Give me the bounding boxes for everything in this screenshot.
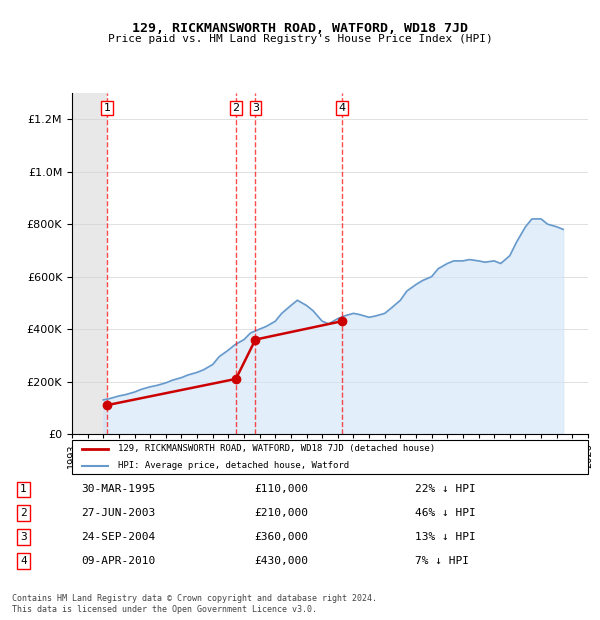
Text: 46% ↓ HPI: 46% ↓ HPI (415, 508, 476, 518)
Text: £110,000: £110,000 (254, 484, 308, 494)
Text: 7% ↓ HPI: 7% ↓ HPI (415, 556, 469, 566)
Text: £360,000: £360,000 (254, 532, 308, 542)
Text: 13% ↓ HPI: 13% ↓ HPI (415, 532, 476, 542)
Text: HPI: Average price, detached house, Watford: HPI: Average price, detached house, Watf… (118, 461, 350, 471)
FancyBboxPatch shape (72, 440, 588, 474)
Bar (72, 93, 107, 434)
Text: 3: 3 (20, 532, 27, 542)
Text: Contains HM Land Registry data © Crown copyright and database right 2024.
This d: Contains HM Land Registry data © Crown c… (12, 595, 377, 614)
Text: £210,000: £210,000 (254, 508, 308, 518)
Text: 4: 4 (20, 556, 27, 566)
Text: 27-JUN-2003: 27-JUN-2003 (81, 508, 155, 518)
Text: 24-SEP-2004: 24-SEP-2004 (81, 532, 155, 542)
Text: 09-APR-2010: 09-APR-2010 (81, 556, 155, 566)
Text: 2: 2 (20, 508, 27, 518)
Text: 3: 3 (252, 103, 259, 113)
Text: 22% ↓ HPI: 22% ↓ HPI (415, 484, 476, 494)
Text: £430,000: £430,000 (254, 556, 308, 566)
Text: 4: 4 (338, 103, 346, 113)
Text: 129, RICKMANSWORTH ROAD, WATFORD, WD18 7JD (detached house): 129, RICKMANSWORTH ROAD, WATFORD, WD18 7… (118, 444, 436, 453)
Text: 1: 1 (104, 103, 110, 113)
Text: 1: 1 (20, 484, 27, 494)
Text: 2: 2 (232, 103, 239, 113)
Text: 30-MAR-1995: 30-MAR-1995 (81, 484, 155, 494)
Text: Price paid vs. HM Land Registry's House Price Index (HPI): Price paid vs. HM Land Registry's House … (107, 34, 493, 44)
Text: 129, RICKMANSWORTH ROAD, WATFORD, WD18 7JD: 129, RICKMANSWORTH ROAD, WATFORD, WD18 7… (132, 22, 468, 35)
